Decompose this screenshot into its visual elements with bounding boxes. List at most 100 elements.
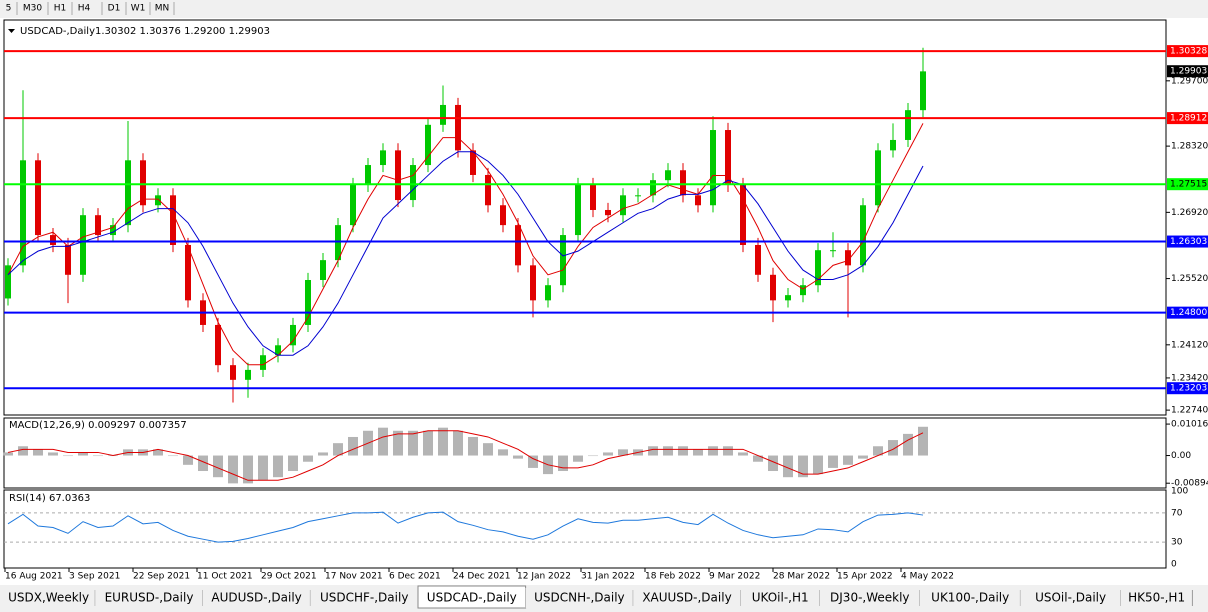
chart-tab-bg[interactable] (920, 588, 1021, 608)
chart-tab-bg[interactable] (2, 588, 96, 608)
candle-body (275, 345, 281, 356)
macd-bar (858, 455, 868, 459)
macd-bar (753, 455, 763, 462)
chart-tab-bg[interactable] (819, 588, 920, 608)
macd-bar (558, 455, 568, 472)
candle-body (305, 280, 311, 325)
chart-tab-bg[interactable] (202, 588, 311, 608)
chart-tab-bg[interactable] (740, 588, 820, 608)
x-tick-label: 6 Dec 2021 (389, 572, 441, 582)
macd-bar (438, 427, 448, 456)
x-tick-label: 16 Aug 2021 (5, 572, 63, 582)
y-tick-label: 1.29700 (1171, 76, 1208, 86)
moving-average (7, 123, 924, 366)
rsi-panel-frame (3, 489, 1167, 569)
chart-tab[interactable]: AUDUSD-,Daily (211, 591, 301, 605)
chart-tab[interactable]: EURUSD-,Daily (105, 591, 194, 605)
candle-body (575, 184, 581, 236)
candle-body (245, 369, 251, 380)
candle-body (5, 265, 11, 299)
candle-body (455, 104, 461, 151)
macd-bar (483, 443, 493, 456)
candle-body (845, 250, 851, 266)
candle-body (740, 184, 746, 245)
macd-bar (708, 446, 718, 456)
candle-body (530, 265, 536, 301)
chart-tab[interactable]: XAUUSD-,Daily (642, 591, 731, 605)
y-tick-label: 1.28320 (1171, 142, 1208, 152)
candle-body (710, 130, 716, 206)
chart-tab[interactable]: USDCNH-,Daily (534, 591, 625, 605)
chart-tab[interactable]: USOil-,Daily (1035, 591, 1106, 605)
macd-bar (588, 455, 598, 457)
macd-bar (903, 433, 913, 456)
timeframe-button[interactable]: M30 (23, 4, 42, 14)
rsi-line (7, 511, 924, 543)
chart-tab-bg[interactable] (525, 588, 634, 608)
x-tick-label: 4 May 2022 (901, 572, 954, 582)
chart-tab[interactable]: USDX,Weekly (8, 591, 89, 605)
timeframe-button[interactable]: D1 (108, 4, 121, 14)
candle-body (215, 324, 221, 366)
macd-bar (498, 449, 508, 456)
macd-bar (273, 455, 283, 478)
candle-body (785, 295, 791, 301)
candle-body (635, 195, 641, 197)
macd-bar (408, 430, 418, 456)
timeframe-button[interactable]: H4 (78, 4, 91, 14)
chart-tab[interactable]: HK50-,H1 (1128, 591, 1185, 605)
macd-bar (288, 455, 298, 472)
chart-tab-bg[interactable] (1120, 588, 1193, 608)
timeframe-button[interactable]: H1 (54, 4, 67, 14)
y-tick-label: 1.25520 (1171, 274, 1208, 284)
macd-bar (618, 449, 628, 456)
moving-average (7, 151, 924, 356)
candle-body (185, 244, 191, 301)
candle-body (35, 160, 41, 236)
x-tick-label: 15 Apr 2022 (837, 572, 893, 582)
macd-bar (918, 426, 928, 456)
candle-body (800, 285, 806, 296)
candle-body (395, 150, 401, 201)
chart-tab-bg[interactable] (310, 588, 418, 608)
candle-body (170, 195, 176, 245)
candle-body (605, 209, 611, 216)
x-tick-label: 17 Nov 2021 (325, 572, 383, 582)
candle-body (830, 250, 836, 252)
macd-bar (873, 446, 883, 456)
macd-bar (468, 436, 478, 456)
candle-body (815, 250, 821, 286)
x-tick-label: 29 Oct 2021 (261, 572, 317, 582)
chart-tab[interactable]: UKOil-,H1 (752, 591, 809, 605)
chart-tab[interactable]: UK100-,Daily (931, 591, 1009, 605)
chart-tab[interactable]: USDCAD-,Daily (427, 591, 517, 605)
macd-y-tick-label: 0.010166 (1171, 420, 1208, 430)
macd-bar (528, 455, 538, 468)
candle-body (20, 160, 26, 266)
chart-tab-bg[interactable] (633, 588, 741, 608)
macd-bar (303, 455, 313, 462)
candle-body (515, 225, 521, 266)
chart-tab-bg[interactable] (95, 588, 203, 608)
x-tick-label: 28 Mar 2022 (773, 572, 830, 582)
timeframe-button[interactable]: 5 (6, 4, 12, 14)
chart-tab[interactable]: DJ30-,Weekly (830, 591, 910, 605)
timeframe-button[interactable]: MN (155, 4, 170, 14)
macd-bar (603, 452, 613, 456)
chart-tab[interactable]: USDCHF-,Daily (320, 591, 408, 605)
rsi-y-tick-label: 30 (1171, 538, 1183, 548)
macd-bar (648, 446, 658, 456)
candle-body (695, 195, 701, 206)
x-tick-label: 12 Jan 2022 (517, 572, 571, 582)
macd-bar (333, 443, 343, 456)
chart-tab-bg[interactable] (1020, 588, 1121, 608)
timeframe-button[interactable]: W1 (131, 4, 146, 14)
candle-body (140, 160, 146, 206)
macd-bar (33, 449, 43, 456)
macd-bar (423, 430, 433, 456)
candle-body (425, 124, 431, 166)
macd-bar (228, 455, 238, 484)
rsi-y-tick-label: 0 (1171, 560, 1177, 570)
macd-bar (888, 440, 898, 456)
rsi-y-tick-label: 100 (1171, 487, 1188, 497)
